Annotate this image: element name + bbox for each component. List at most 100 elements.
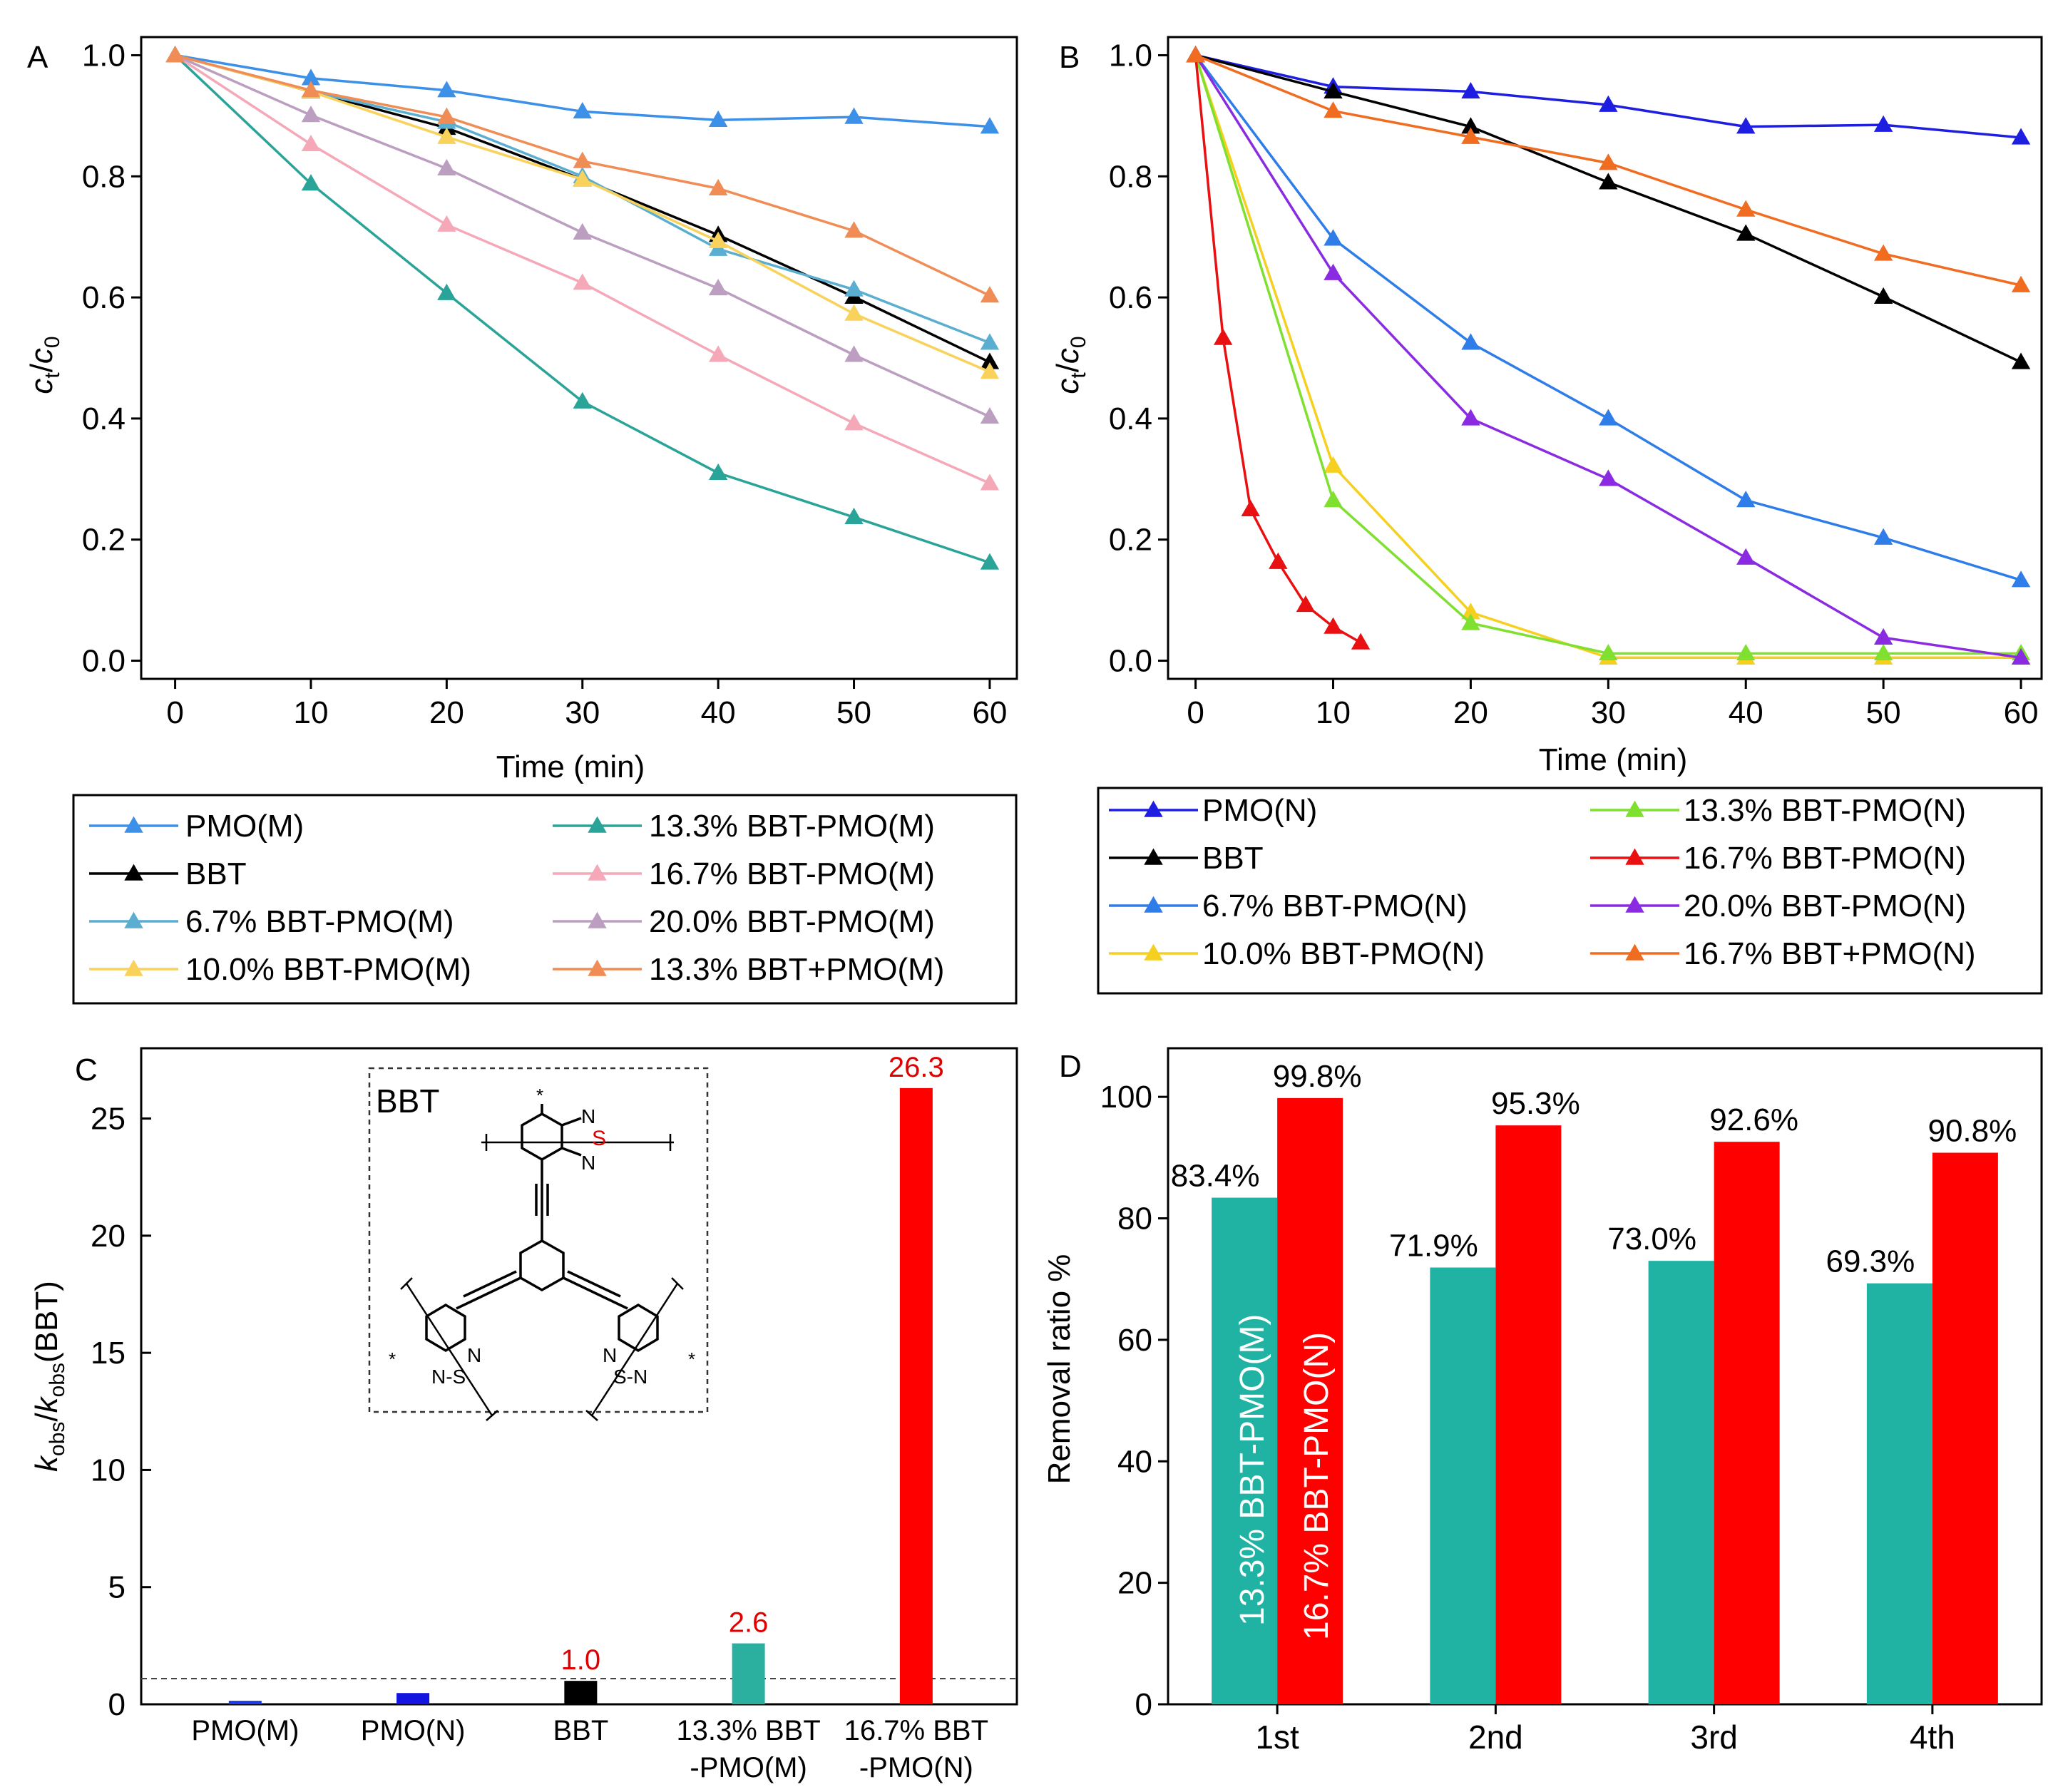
- d-bar-value-label-2-2: 95.3%: [1491, 1086, 1580, 1121]
- b-series-3-point: [1736, 491, 1756, 508]
- b-series-7-point: [1736, 548, 1756, 565]
- a-series-6-point: [980, 473, 1000, 491]
- a-legend-marker-2: [124, 864, 143, 881]
- b-series-6-point: [1351, 633, 1371, 650]
- b-series-8-point: [1186, 46, 1205, 63]
- panel-a-y-axis-label-sub-t: t: [41, 372, 64, 379]
- a-series-7-point: [573, 222, 592, 240]
- a-legend-marker-4: [124, 959, 143, 976]
- a-legend-label-5: 13.3% BBT-PMO(M): [649, 809, 935, 844]
- panel-b-label: B: [1059, 40, 1080, 75]
- c-bar-5: [899, 1087, 933, 1704]
- a-legend-marker-3: [124, 911, 143, 928]
- panel-a-label: A: [27, 40, 48, 75]
- panel-b-legend-frame: [1097, 787, 2043, 995]
- a-series-1-point: [980, 117, 1000, 134]
- b-series-2-point: [1736, 224, 1756, 241]
- c-bar-3: [564, 1681, 598, 1704]
- c-y-tick-label: 10: [91, 1453, 126, 1488]
- inset-atom-n-top: N: [581, 1105, 595, 1127]
- b-legend-marker-4: [1144, 943, 1163, 961]
- a-series-7-point: [708, 278, 728, 296]
- a-series-6-point: [844, 414, 864, 431]
- inset-atom-n-left: N: [467, 1344, 481, 1366]
- a-series-1-point: [301, 68, 321, 86]
- alkyne-right-triple: [567, 1270, 621, 1298]
- panel-d-label: D: [1059, 1049, 1082, 1084]
- panel-b-y-axis-label-slash: /: [1050, 363, 1085, 372]
- panel-c-plot-frame: [140, 1047, 1018, 1706]
- a-series-5-point: [708, 463, 728, 481]
- a-series-3-point: [980, 333, 1000, 350]
- panel-c-x-labels: PMO(M) PMO(N) BBT 13.3% BBT -PMO(M) 16.7% BBT…: [191, 1715, 988, 1783]
- a-series-4-point: [980, 362, 1000, 379]
- a-series-6-point: [437, 215, 456, 232]
- a-legend-label-3: 6.7% BBT-PMO(M): [185, 904, 454, 939]
- d-x-tick-label-2: 2nd: [1468, 1719, 1523, 1756]
- a-series-4-point: [573, 170, 592, 187]
- c-x-tick-label-3: BBT: [553, 1715, 608, 1746]
- d-bar-2-1: [1277, 1097, 1343, 1704]
- a-x-tick-label: 60: [972, 695, 1007, 730]
- b-y-tick-label: 1.0: [1109, 38, 1152, 73]
- b-series-5-point: [1736, 643, 1756, 661]
- b-x-tick-label: 10: [1316, 695, 1351, 730]
- inset-star-top: *: [536, 1085, 543, 1106]
- c-bar-2: [396, 1693, 430, 1704]
- b-series-6-point: [1296, 595, 1316, 613]
- b-series-1-point: [1461, 82, 1480, 99]
- panel-d-y-axis-label: Removal ratio %: [1042, 1254, 1077, 1485]
- b-legend-label-7: 20.0% BBT-PMO(N): [1684, 889, 1966, 923]
- a-series-7-point: [980, 406, 1000, 424]
- panel-c-y-axis-label: kobs/kobs(BBT): [29, 1281, 69, 1472]
- panel-b: B 0 10 20 30 40 50 60 0.0 0.2 0.4 0.6 0.8 1.0 Time …: [1050, 36, 2043, 995]
- b-series-7-point: [1873, 628, 1893, 645]
- panel-b-series: [1186, 46, 2031, 665]
- panel-b-y-axis-label-c: c: [1050, 379, 1085, 394]
- left-benzene-ring: [425, 1303, 466, 1353]
- a-y-tick-label: 0.6: [82, 280, 126, 315]
- a-legend-label-2: BBT: [185, 856, 247, 891]
- d-bar-2-2: [1495, 1125, 1562, 1704]
- b-legend-marker-2: [1144, 848, 1163, 865]
- b-x-tick-label: 50: [1866, 695, 1901, 730]
- inset-frame: [368, 1067, 709, 1413]
- a-series-7-point: [301, 106, 321, 123]
- a-series-5-point: [980, 553, 1000, 570]
- d-bar-1-2: [1430, 1267, 1496, 1704]
- inset-star-left: *: [389, 1348, 396, 1370]
- a-series-5-point: [301, 174, 321, 191]
- panel-d-plot-frame: [1167, 1047, 2043, 1706]
- panel-d-bars: 1st 83.4% 99.8% 2nd 71.9% 95.3% 3rd 73.0% 92.6% 4…: [1171, 1059, 2017, 1756]
- b-series-3-point: [2011, 570, 2031, 588]
- a-legend-marker-6: [588, 864, 607, 881]
- panel-a-y-axis-label-c2: c: [24, 348, 59, 364]
- b-x-tick-label: 30: [1591, 695, 1626, 730]
- panel-c-y-axis-label-tail: (BBT): [29, 1281, 64, 1363]
- panel-a-legend: PMO(M) BBT 6.7% BBT-PMO(M) 10.0% BBT-PMO(M…: [89, 809, 944, 987]
- a-series-8-point: [980, 286, 1000, 303]
- b-series-5-point: [1324, 491, 1343, 508]
- left-bracket-bottom: [486, 1410, 498, 1421]
- panel-c-y-axis-label-k1: k: [29, 1455, 64, 1472]
- a-legend-label-1: PMO(M): [185, 809, 304, 844]
- panel-c-y-axis-label-slash: /: [29, 1413, 64, 1422]
- b-legend-marker-5: [1625, 800, 1644, 817]
- a-series-7-point: [437, 158, 456, 175]
- c-y-tick-label: 25: [91, 1102, 126, 1137]
- a-x-tick-label: 40: [701, 695, 736, 730]
- a-series-4-point: [708, 231, 728, 248]
- panel-a-y-axis-label-c: c: [24, 379, 59, 394]
- a-x-tick-label: 0: [166, 695, 183, 730]
- b-series-1-point: [1736, 117, 1756, 134]
- b-series-2-point: [1873, 287, 1893, 304]
- inset-title: BBT: [376, 1082, 439, 1120]
- panel-c-y-ticks: 0 5 10 15 20 25: [91, 1102, 151, 1722]
- b-series-line-7: [1194, 54, 2022, 660]
- top-ring-bond: [561, 1117, 582, 1127]
- panel-d: D 0 20 40 60 80 100 1st 83.4% 99.8% 2nd 71.9% 95.3…: [1042, 1047, 2043, 1756]
- bbt-structure-inset: BBT: [368, 1067, 709, 1421]
- b-series-1-point: [1873, 115, 1893, 132]
- c-y-tick-label: 5: [108, 1570, 126, 1605]
- b-series-7-point: [1324, 263, 1343, 280]
